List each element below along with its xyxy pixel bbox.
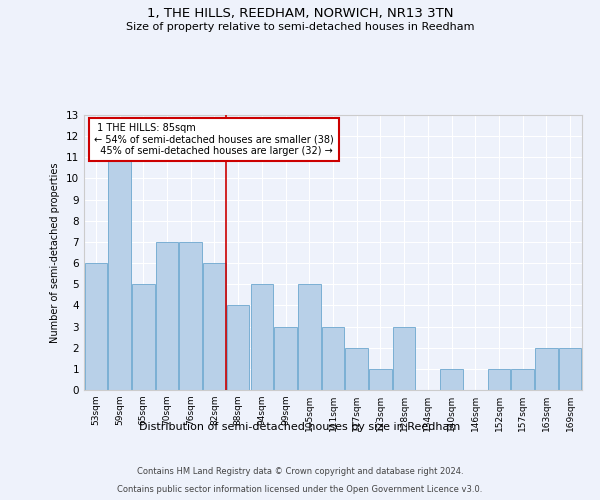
Text: 1 THE HILLS: 85sqm
← 54% of semi-detached houses are smaller (38)
  45% of semi-: 1 THE HILLS: 85sqm ← 54% of semi-detache… [94, 123, 334, 156]
Bar [109, 158, 131, 390]
Text: Contains public sector information licensed under the Open Government Licence v3: Contains public sector information licen… [118, 485, 482, 494]
Text: Contains HM Land Registry data © Crown copyright and database right 2024.: Contains HM Land Registry data © Crown c… [137, 468, 463, 476]
Bar [203, 263, 226, 390]
Bar [85, 263, 107, 390]
Bar [440, 369, 463, 390]
Bar [346, 348, 368, 390]
Bar [535, 348, 557, 390]
Bar [559, 348, 581, 390]
Bar [227, 306, 250, 390]
Bar [156, 242, 178, 390]
Bar [298, 284, 320, 390]
Bar [251, 284, 273, 390]
Bar [322, 326, 344, 390]
Bar [511, 369, 534, 390]
Text: Size of property relative to semi-detached houses in Reedham: Size of property relative to semi-detach… [126, 22, 474, 32]
Bar [132, 284, 155, 390]
Bar [179, 242, 202, 390]
Bar [274, 326, 297, 390]
Text: Distribution of semi-detached houses by size in Reedham: Distribution of semi-detached houses by … [139, 422, 461, 432]
Bar [369, 369, 392, 390]
Y-axis label: Number of semi-detached properties: Number of semi-detached properties [50, 162, 61, 343]
Text: 1, THE HILLS, REEDHAM, NORWICH, NR13 3TN: 1, THE HILLS, REEDHAM, NORWICH, NR13 3TN [147, 8, 453, 20]
Bar [488, 369, 510, 390]
Bar [393, 326, 415, 390]
